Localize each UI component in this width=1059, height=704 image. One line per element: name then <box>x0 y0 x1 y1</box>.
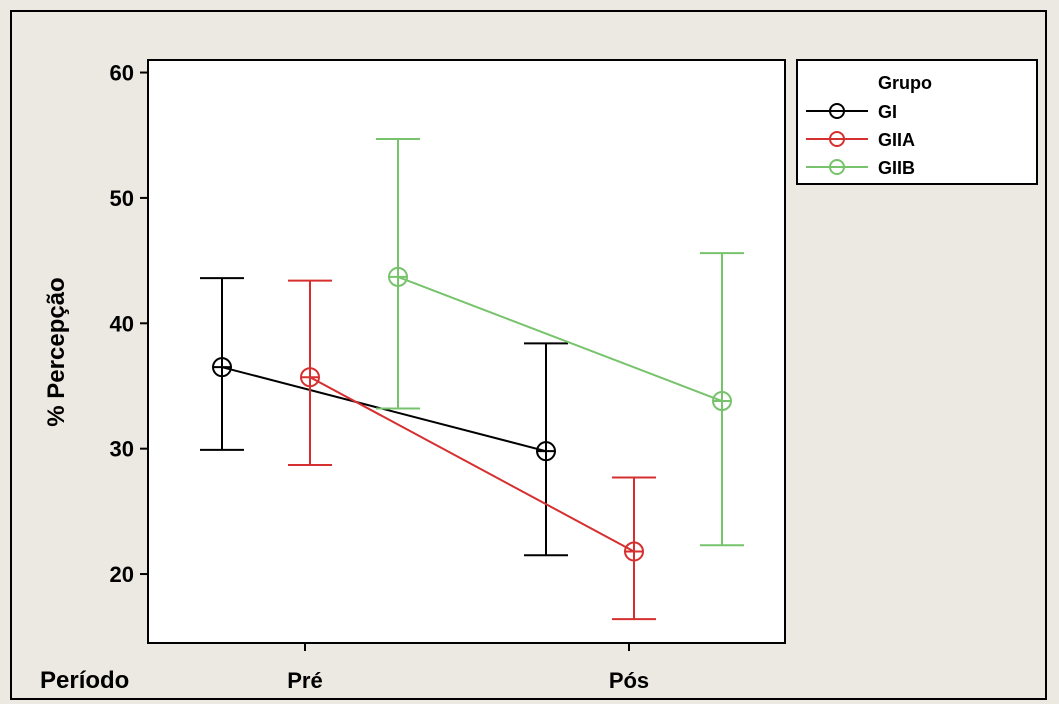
y-tick-label: 30 <box>110 437 134 462</box>
y-tick-label: 20 <box>110 562 134 587</box>
legend-item-giia: GIIA <box>806 130 915 150</box>
legend: Grupo GI GIIA GIIB <box>796 59 1038 185</box>
legend-label: GI <box>878 102 897 122</box>
legend-swatch-marker <box>829 131 845 147</box>
series-giia <box>288 279 656 621</box>
x-tick-label: Pré <box>287 668 322 693</box>
series-layer <box>200 137 744 621</box>
y-axis: 20 30 40 50 60 <box>110 61 148 587</box>
series-giib <box>376 137 744 547</box>
y-axis-title: % Percepção <box>43 277 70 426</box>
legend-label: GIIA <box>878 130 915 150</box>
legend-box <box>796 59 1038 185</box>
chart-frame <box>10 10 1047 700</box>
legend-label: GIIB <box>878 158 915 178</box>
mean-line <box>309 376 635 553</box>
legend-item-gi: GI <box>806 102 897 122</box>
x-axis-title: Período <box>40 667 129 694</box>
x-axis: Pré Pós <box>287 643 649 693</box>
x-tick-label: Pós <box>609 668 649 693</box>
y-tick-label: 50 <box>110 186 134 211</box>
mean-line <box>397 275 723 402</box>
legend-title: Grupo <box>878 73 932 93</box>
y-tick-label: 60 <box>110 61 134 86</box>
legend-items: GI GIIA GIIB <box>806 102 915 178</box>
plot-area <box>147 59 786 644</box>
y-tick-label: 40 <box>110 311 134 336</box>
legend-item-giib: GIIB <box>806 158 915 178</box>
legend-swatch-marker <box>829 103 845 119</box>
legend-swatch-marker <box>829 159 845 175</box>
